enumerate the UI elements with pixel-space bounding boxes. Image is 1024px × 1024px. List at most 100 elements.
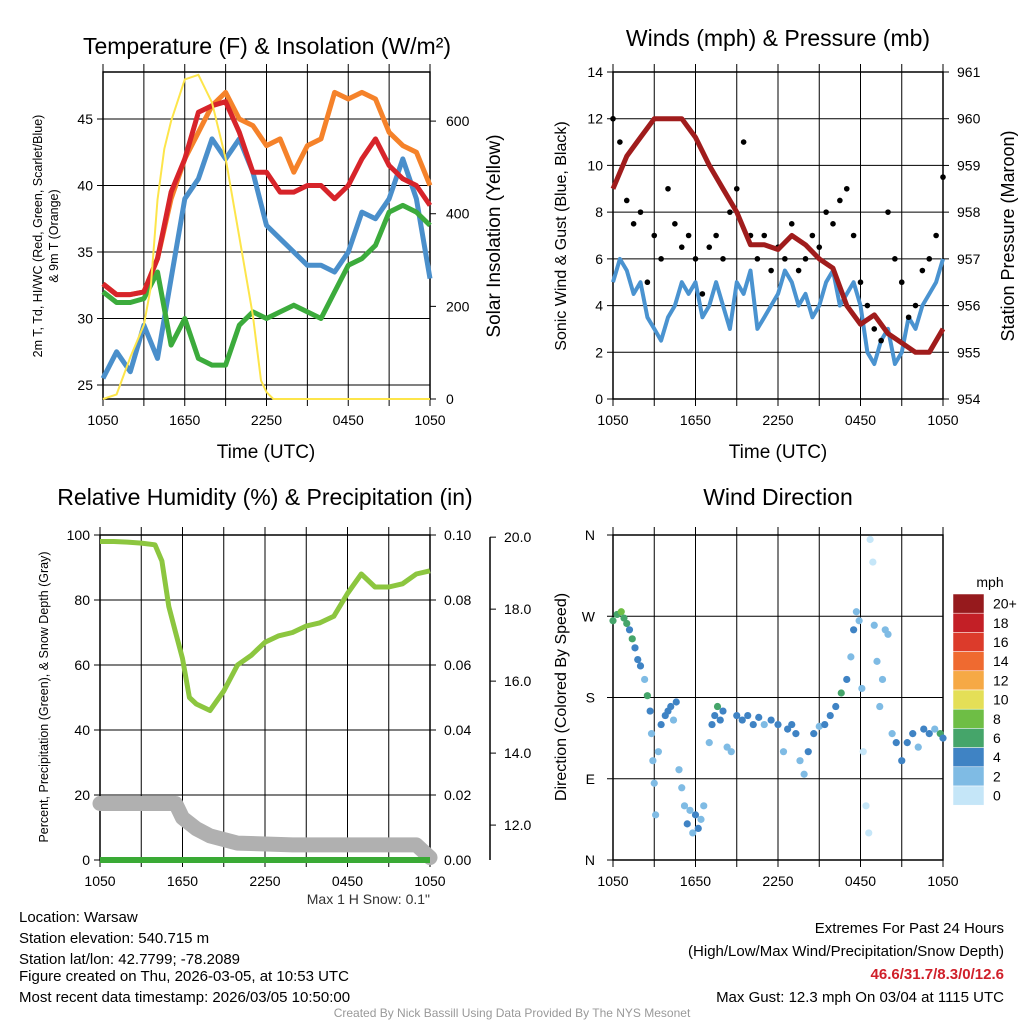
temp-y2-label: Solar Insolation (Yellow) xyxy=(484,134,505,337)
gust-point xyxy=(651,232,658,239)
colorbar-swatch xyxy=(952,689,985,710)
snow-depth-line xyxy=(92,796,438,865)
winddir-x-tick-label: 1050 xyxy=(597,873,628,889)
winddir-y-tick-label: E xyxy=(586,771,595,787)
sonic-wind-line xyxy=(611,256,945,366)
gust-point xyxy=(871,326,878,332)
gust-point xyxy=(685,232,692,239)
wind-x-tick-label: 0450 xyxy=(845,412,876,428)
winddir-point xyxy=(866,535,874,544)
winddir-point xyxy=(749,720,757,729)
gust-point xyxy=(919,267,926,274)
gust-point xyxy=(637,209,644,215)
gust-point xyxy=(816,244,823,250)
winddir-point xyxy=(711,711,719,720)
winddir-point xyxy=(862,802,870,810)
temp-y2-tick-label: 600 xyxy=(446,113,470,129)
winddir-point xyxy=(686,806,694,814)
colorbar-swatch xyxy=(952,766,985,787)
gust-point xyxy=(623,197,630,204)
winddir-point xyxy=(744,711,752,720)
winddir-point xyxy=(738,716,746,724)
winddir-point xyxy=(634,655,642,664)
rh-y-tick-label: 100 xyxy=(67,527,91,543)
winddir-point xyxy=(667,702,675,711)
winddir-x-tick-label: 2250 xyxy=(762,873,793,889)
precip-y-tick-label: 0.06 xyxy=(444,657,471,673)
rh-x-tick-label: 0450 xyxy=(332,873,363,889)
rh-chart-title: Relative Humidity (%) & Precipitation (i… xyxy=(57,484,472,510)
gust-point xyxy=(761,232,768,239)
winddir-point xyxy=(870,621,878,629)
winddir-point xyxy=(903,739,911,747)
temp-x-tick-label: 1650 xyxy=(169,412,200,428)
winddir-point xyxy=(654,748,662,756)
winddir-point xyxy=(925,730,933,738)
created-text: Figure created on Thu, 2026-03-05, at 10… xyxy=(19,968,349,985)
wind-y2-tick-label: 958 xyxy=(957,204,981,220)
winddir-point xyxy=(689,829,697,837)
wind-y2-tick-label: 955 xyxy=(957,344,981,360)
winddir-point xyxy=(876,702,884,711)
pressure-line xyxy=(610,116,946,355)
gust-point xyxy=(802,256,809,262)
colorbar-swatch xyxy=(952,593,985,614)
winddir-point xyxy=(767,716,775,724)
temp-y2-tick-label: 0 xyxy=(446,391,454,407)
extremes-subtitle: (High/Low/Max Wind/Precipitation/Snow De… xyxy=(688,943,1004,960)
gust-point xyxy=(713,232,719,239)
winddir-point xyxy=(920,725,928,733)
colorbar-swatch xyxy=(952,651,985,672)
colorbar-label: 20+ xyxy=(993,596,1017,612)
winddir-point xyxy=(620,614,628,622)
gust-point xyxy=(795,267,802,274)
winddir-point xyxy=(847,653,855,661)
gust-point xyxy=(610,115,616,122)
colorbar-label: 4 xyxy=(993,749,1001,765)
winddir-point xyxy=(939,734,947,742)
rh-y-label: Percent, Precipitation (Green), & Snow D… xyxy=(37,551,51,842)
winddir-point xyxy=(852,608,860,616)
temp-y-tick-label: 35 xyxy=(77,244,93,260)
winddir-point xyxy=(650,779,658,787)
winddir-point xyxy=(826,711,834,720)
extremes-values: 46.6/31.7/8.3/0/12.6 xyxy=(870,966,1004,983)
winddir-point xyxy=(914,743,922,751)
rh-x-tick-label: 1050 xyxy=(414,873,445,889)
winddir-point xyxy=(859,748,867,756)
wind-y-tick-label: 10 xyxy=(587,157,603,173)
winddir-point xyxy=(873,657,881,665)
colorbar-swatch xyxy=(952,708,985,729)
gust-point xyxy=(740,139,747,145)
gust-point xyxy=(692,256,699,262)
wind-y2-tick-label: 960 xyxy=(957,111,981,127)
winddir-point xyxy=(625,626,634,634)
gust-point xyxy=(665,185,671,192)
temp-series-hi-wc xyxy=(100,136,433,380)
winddir-point xyxy=(800,770,808,778)
precip-y-tick-label: 0.00 xyxy=(444,852,471,868)
precip-y-tick-label: 0.04 xyxy=(444,722,471,738)
gust-point xyxy=(843,185,850,192)
credit-text: Created By Nick Bassill Using Data Provi… xyxy=(333,1006,691,1020)
gust-point xyxy=(630,221,637,227)
temp-y-tick-label: 40 xyxy=(77,177,93,193)
max-snow-note: Max 1 H Snow: 0.1" xyxy=(307,891,430,907)
temp-y-tick-label: 25 xyxy=(77,377,93,393)
gust-point xyxy=(706,244,713,250)
gust-point xyxy=(912,302,919,309)
rh-x-tick-label: 1650 xyxy=(167,873,198,889)
location-text: Location: Warsaw xyxy=(19,909,138,926)
winddir-point xyxy=(755,713,763,721)
gust-point xyxy=(672,221,678,227)
gust-point xyxy=(933,232,939,239)
latlon-text: Station lat/lon: 42.7799; -78.2089 xyxy=(19,951,241,968)
winddir-point xyxy=(796,757,804,765)
gust-point xyxy=(678,244,685,250)
wind-y2-tick-label: 959 xyxy=(957,157,981,173)
colorbar-swatch xyxy=(952,747,985,768)
winddir-x-tick-label: 1650 xyxy=(680,873,711,889)
winddir-point xyxy=(760,720,768,729)
winddir-point xyxy=(675,766,683,774)
gust-point xyxy=(823,209,829,215)
